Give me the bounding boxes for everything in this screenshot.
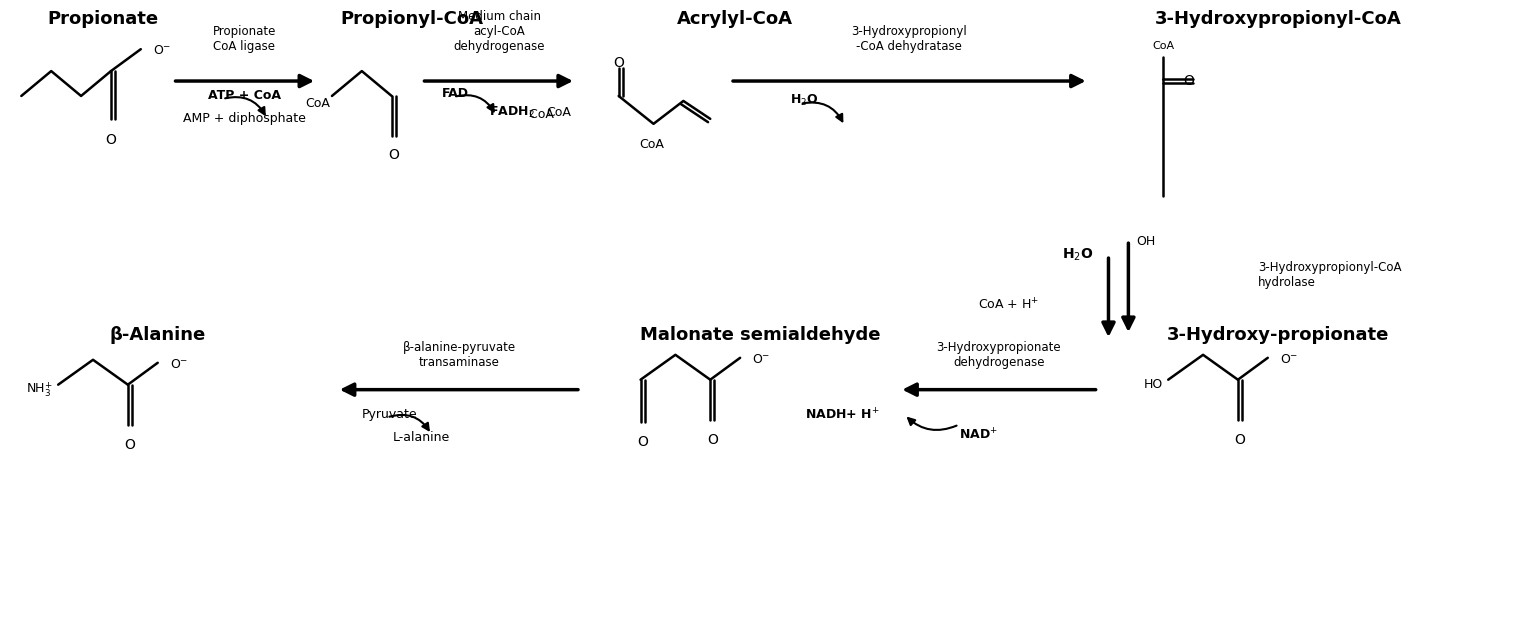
Text: Pyruvate: Pyruvate	[362, 408, 418, 421]
Text: NAD$^{+}$: NAD$^{+}$	[958, 427, 998, 442]
Text: O: O	[1235, 433, 1246, 448]
Text: Propionate
CoA ligase: Propionate CoA ligase	[212, 25, 276, 53]
Text: HO: HO	[1144, 378, 1163, 391]
Text: L-alanine: L-alanine	[393, 431, 450, 444]
Text: Propionate: Propionate	[48, 10, 158, 28]
Text: Acrylyl-CoA: Acrylyl-CoA	[677, 10, 793, 28]
Text: NH$_3^{+}$: NH$_3^{+}$	[26, 380, 54, 399]
Text: O: O	[637, 436, 648, 449]
Text: CoA + H$^{+}$: CoA + H$^{+}$	[977, 297, 1038, 312]
Text: 3-Hydroxypropionyl-CoA
hydrolase: 3-Hydroxypropionyl-CoA hydrolase	[1258, 261, 1401, 289]
Text: 3-Hydroxypropionyl-CoA: 3-Hydroxypropionyl-CoA	[1155, 10, 1401, 28]
Text: CoA: CoA	[545, 106, 571, 120]
Text: O: O	[613, 56, 624, 70]
Text: O: O	[1183, 74, 1193, 88]
Text: β-Alanine: β-Alanine	[109, 326, 206, 344]
Text: 3-Hydroxypropionate
dehydrogenase: 3-Hydroxypropionate dehydrogenase	[937, 341, 1061, 369]
Text: H$_2$O: H$_2$O	[790, 93, 819, 108]
Text: β-alanine-pyruvate
transaminase: β-alanine-pyruvate transaminase	[402, 341, 516, 369]
Text: O: O	[707, 433, 717, 448]
Text: CoA: CoA	[1152, 41, 1175, 51]
Text: O: O	[389, 148, 399, 162]
Text: OH: OH	[1137, 235, 1155, 249]
Text: H$_2$O: H$_2$O	[1061, 247, 1094, 264]
Text: Medium chain
acyl-CoA
dehydrogenase: Medium chain acyl-CoA dehydrogenase	[453, 10, 545, 53]
Text: FAD: FAD	[441, 88, 468, 101]
Text: O$^{-}$: O$^{-}$	[169, 358, 187, 371]
Text: 3-Hydroxypropionyl
-CoA dehydratase: 3-Hydroxypropionyl -CoA dehydratase	[851, 25, 968, 53]
Text: FADH$_2$: FADH$_2$	[490, 105, 535, 120]
Text: O$^{-}$: O$^{-}$	[1279, 353, 1298, 366]
Text: CoA: CoA	[306, 98, 330, 110]
Text: NADH+ H$^{+}$: NADH+ H$^{+}$	[805, 407, 880, 422]
Text: CoA: CoA	[490, 108, 554, 121]
Text: CoA: CoA	[639, 138, 664, 151]
Text: AMP + diphosphate: AMP + diphosphate	[183, 112, 306, 125]
Text: Propionyl-CoA: Propionyl-CoA	[339, 10, 484, 28]
Text: O: O	[106, 133, 117, 147]
Text: Malonate semialdehyde: Malonate semialdehyde	[641, 326, 880, 344]
Text: ATP + CoA: ATP + CoA	[207, 90, 281, 103]
Text: 3-Hydroxy-propionate: 3-Hydroxy-propionate	[1166, 326, 1389, 344]
Text: O$^{-}$: O$^{-}$	[753, 353, 771, 366]
Text: O: O	[124, 438, 135, 453]
Text: O$^{-}$: O$^{-}$	[152, 44, 170, 57]
